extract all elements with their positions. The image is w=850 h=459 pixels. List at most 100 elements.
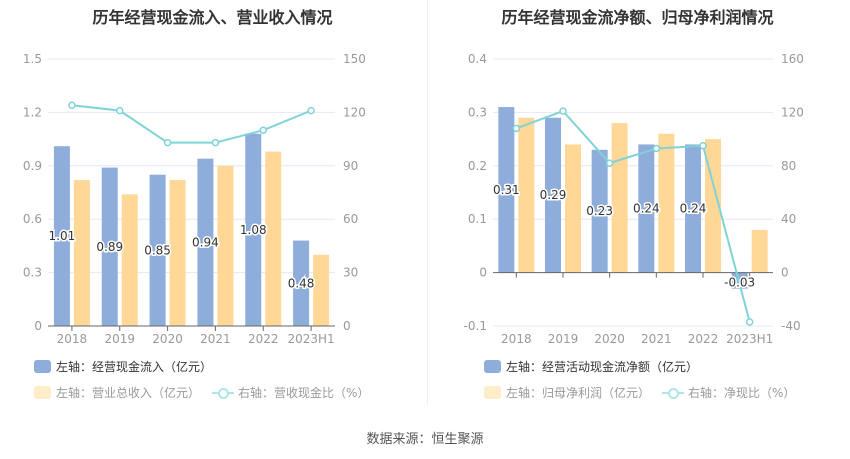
bar-2022-orange [265, 151, 282, 326]
right-tick-label: 0 [781, 266, 789, 280]
left-tick-label: 1.2 [23, 105, 42, 119]
chart-title-right: 历年经营现金流净额、归母净利润情况 [501, 8, 774, 27]
x-tick-label: 2020 [594, 332, 625, 346]
data-label-2021: 0.24 [633, 202, 660, 216]
right-tick-label: 160 [781, 52, 804, 66]
data-label-2023H1: -0.03 [724, 276, 755, 290]
left-tick-label: 0.4 [468, 52, 487, 66]
x-tick-label: 2021 [200, 332, 231, 346]
legend-swatch-orange [34, 386, 51, 399]
left-tick-label: 0.6 [23, 212, 42, 226]
bar-2020-blue [591, 149, 608, 273]
line-point-2023H1 [307, 106, 315, 115]
bar-2022-blue [245, 133, 262, 326]
bar-2023H1-orange [313, 254, 330, 326]
bar-2020-orange [169, 180, 186, 326]
line-point-2018 [68, 101, 76, 110]
line-series [71, 104, 312, 144]
data-source: 数据来源：恒生聚源 [366, 432, 484, 447]
data-label-2023H1: 0.48 [288, 276, 315, 290]
x-tick-label: 2022 [248, 332, 279, 346]
data-label-2021: 0.94 [192, 235, 219, 249]
data-label-2019: 0.89 [96, 240, 123, 254]
right-tick-label: 30 [343, 266, 358, 280]
line-point-2019 [116, 106, 124, 115]
right-tick-label: 90 [343, 159, 358, 173]
chart-title-left: 历年经营现金流入、营业收入情况 [92, 8, 333, 27]
line-point-2020 [605, 159, 614, 167]
divider [427, 0, 428, 405]
line-point-2022 [259, 126, 267, 134]
line-series [515, 109, 751, 323]
bar-2018-blue [498, 107, 515, 273]
bar-2019-orange [121, 194, 138, 326]
x-tick-label: 2022 [688, 332, 719, 346]
line-point-2018 [512, 124, 521, 133]
legend-swatch-blue [34, 360, 51, 373]
left-tick-label: 0.3 [468, 105, 487, 119]
data-label-2018: 1.01 [49, 229, 76, 243]
bar-2020-blue [149, 174, 166, 326]
legend-label[interactable]: 左轴：归母净利润（亿元） [506, 386, 651, 400]
legend-label[interactable]: 右轴：营收现金比（%） [238, 386, 370, 400]
data-label-2018: 0.31 [493, 183, 520, 197]
data-label-2020: 0.85 [144, 243, 171, 257]
legend-row-left-2: 左轴：营业总收入（亿元） 右轴：营收现金比（%） [34, 384, 369, 401]
legend-line-icon [212, 387, 235, 399]
legend-line-icon [662, 387, 685, 399]
x-tick-label: 2018 [57, 332, 88, 346]
bar-2018-orange [73, 180, 90, 326]
legend-label[interactable]: 左轴：营业总收入（亿元） [56, 386, 201, 400]
data-label-2022: 0.24 [680, 202, 707, 216]
line-point-2021 [211, 138, 220, 147]
bar-2021-orange [658, 133, 675, 273]
legend-swatch-blue [484, 360, 501, 373]
x-tick-label: 2018 [501, 332, 532, 346]
bar-2022-blue [685, 144, 701, 273]
data-label-2022: 1.08 [240, 223, 267, 237]
right-tick-label: 0 [343, 319, 351, 333]
bar-2020-orange [611, 123, 628, 273]
right-tick-label: 80 [781, 159, 796, 173]
bar-2018-orange [518, 117, 535, 273]
left-tick-label: -0.1 [464, 319, 487, 333]
x-tick-label: 2020 [152, 332, 183, 346]
data-label-2020: 0.23 [586, 204, 613, 218]
legend-item-inflow[interactable]: 左轴：经营现金流入（亿元） [34, 358, 212, 375]
x-tick-label: 2023H1 [726, 332, 773, 346]
bar-2023H1-blue [293, 240, 310, 326]
legend-label: 左轴：经营活动现金流净额（亿元） [506, 360, 699, 374]
bar-2021-blue [638, 144, 655, 273]
right-tick-label: 120 [343, 105, 366, 119]
x-tick-label: 2021 [641, 332, 672, 346]
left-tick-label: 0.3 [23, 266, 42, 280]
left-tick-label: 0 [34, 319, 42, 333]
line-point-2022 [699, 142, 707, 150]
left-tick-label: 0.1 [468, 212, 487, 226]
left-tick-label: 1.5 [23, 52, 42, 66]
legend-item-netflow[interactable]: 左轴：经营活动现金流净额（亿元） [484, 358, 698, 375]
bar-2023H1-orange [751, 229, 768, 273]
right-tick-label: 40 [781, 212, 796, 226]
right-tick-label: 150 [343, 52, 366, 66]
left-tick-label: 0 [479, 266, 487, 280]
bar-2019-blue [101, 167, 118, 326]
x-tick-label: 2023H1 [287, 332, 334, 346]
legend-label: 左轴：经营现金流入（亿元） [56, 360, 213, 374]
bar-2022-orange [705, 139, 721, 273]
bar-2019-orange [565, 144, 581, 273]
legend-row-right-2: 左轴：归母净利润（亿元） 右轴：净现比（%） [484, 384, 795, 401]
right-tick-label: 60 [343, 212, 358, 226]
line-point-2021 [652, 144, 661, 153]
x-tick-label: 2019 [104, 332, 135, 346]
left-tick-label: 0.9 [23, 159, 42, 173]
line-point-2019 [559, 107, 567, 115]
left-tick-label: 0.2 [468, 159, 487, 173]
data-label-2019: 0.29 [540, 188, 567, 202]
bar-2018-blue [53, 146, 70, 326]
legend-swatch-orange [484, 386, 501, 399]
line-point-2020 [163, 138, 172, 147]
legend-label[interactable]: 右轴：净现比（%） [688, 386, 796, 400]
x-tick-label: 2019 [548, 332, 579, 346]
